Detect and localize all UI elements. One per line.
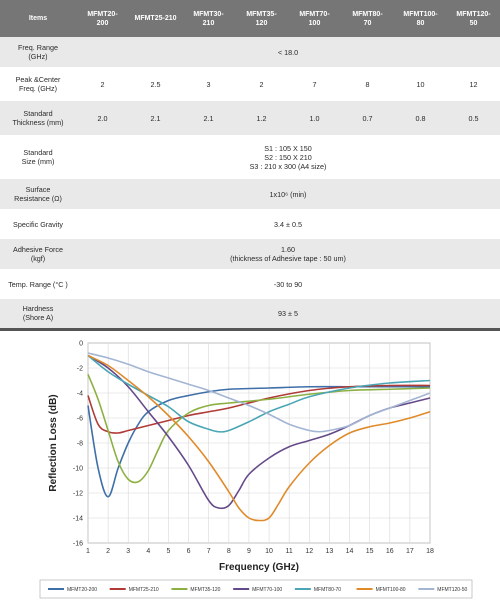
spec-table: Items MFMT20- 200 MFMT25-210 MFMT30- 210… <box>0 0 500 331</box>
legend-label: MFMT70-100 <box>252 587 282 593</box>
table-row-peak-freq: Peak &Center Freq. (GHz) 2 2.5 3 2 7 8 1… <box>0 67 500 101</box>
row-label: Temp. Range (°C ) <box>0 269 76 299</box>
x-tick-label: 7 <box>207 548 211 555</box>
x-tick-label: 15 <box>366 548 374 555</box>
header-mfmt30-210: MFMT30- 210 <box>182 0 235 37</box>
header-mfmt35-120: MFMT35- 120 <box>235 0 288 37</box>
x-tick-label: 3 <box>126 548 130 555</box>
table-cell: 1.0 <box>288 101 341 135</box>
x-tick-label: 4 <box>146 548 150 555</box>
table-cell: 8 <box>341 67 394 101</box>
x-tick-label: 17 <box>406 548 414 555</box>
table-row-adhesive-force: Adhesive Force (kgf) 1.60 (thickness of … <box>0 239 500 269</box>
hardness-value: 93 ± 5 <box>76 299 500 331</box>
temp-range-value: -30 to 90 <box>76 269 500 299</box>
table-cell: 2.5 <box>129 67 182 101</box>
table-cell: 1.2 <box>235 101 288 135</box>
x-tick-label: 1 <box>86 548 90 555</box>
freq-range-value: < 18.0 <box>76 37 500 67</box>
x-tick-label: 10 <box>265 548 273 555</box>
adhesive-force-value: 1.60 (thickness of Adhesive tape : 50 um… <box>76 239 500 269</box>
table-cell: 2.0 <box>76 101 129 135</box>
table-row-specific-gravity: Specific Gravity 3.4 ± 0.5 <box>0 209 500 239</box>
series-line-mfmt25-210 <box>87 384 431 434</box>
x-axis-label: Frequency (GHz) <box>219 562 299 573</box>
y-tick-label: -8 <box>77 441 83 448</box>
table-row-size: Standard Size (mm) S1 : 105 X 150 S2 : 1… <box>0 135 500 179</box>
reflection-loss-chart: 1 2 3 4 5 6 7 8 9 10 11 12 13 14 15 16 17 18 0 -2 -4 -6 -8 -10-… <box>0 331 500 607</box>
table-cell: 2.1 <box>129 101 182 135</box>
x-tick-label: 8 <box>227 548 231 555</box>
series-line-mfmt20-200 <box>87 385 430 498</box>
header-mfmt70-100: MFMT70- 100 <box>288 0 341 37</box>
legend: MFMT20-200 MFMT25-210 MFMT35-120 MFMT70-100… <box>39 579 473 599</box>
header-mfmt20-200: MFMT20- 200 <box>76 0 129 37</box>
header-items: Items <box>0 0 76 37</box>
row-label: Peak &Center Freq. (GHz) <box>0 67 76 101</box>
x-tick-label: 9 <box>247 548 251 555</box>
y-tick-label: 0 <box>79 341 83 348</box>
legend-label: MFMT120-50 <box>437 587 467 593</box>
table-row-surface-resistance: Surface Resistance (Ω) 1x10⁶ (min) <box>0 179 500 209</box>
row-label: Standard Thickness (mm) <box>0 101 76 135</box>
x-tick-label: 18 <box>426 548 434 555</box>
table-cell: 10 <box>394 67 447 101</box>
table-row-freq-range: Freq. Range (GHz) < 18.0 <box>0 37 500 67</box>
legend-label: MFMT20-200 <box>67 587 97 593</box>
series-lines <box>87 352 431 522</box>
x-tick-label: 12 <box>305 548 313 555</box>
row-label: Freq. Range (GHz) <box>0 37 76 67</box>
table-cell: 12 <box>447 67 500 101</box>
x-tick-label: 2 <box>106 548 110 555</box>
row-label: Adhesive Force (kgf) <box>0 239 76 269</box>
y-tick-label: -2 <box>77 366 83 373</box>
table-header-row: Items MFMT20- 200 MFMT25-210 MFMT30- 210… <box>0 0 500 37</box>
series-line-mfmt80-70 <box>87 354 431 433</box>
surface-resistance-value: 1x10⁶ (min) <box>76 179 500 209</box>
table-cell: 3 <box>182 67 235 101</box>
x-tick-label: 14 <box>346 548 354 555</box>
x-tick-label: 11 <box>286 548 293 555</box>
table-cell: 2 <box>235 67 288 101</box>
row-label: Specific Gravity <box>0 209 76 239</box>
legend-box <box>39 579 473 599</box>
table-row-hardness: Hardness (Shore A) 93 ± 5 <box>0 299 500 331</box>
row-label: Standard Size (mm) <box>0 135 76 179</box>
y-tick-label: -10 <box>73 466 83 473</box>
series-line-mfmt120-50 <box>87 352 431 433</box>
row-label: Hardness (Shore A) <box>0 299 76 331</box>
table-row-thickness: Standard Thickness (mm) 2.0 2.1 2.1 1.2 … <box>0 101 500 135</box>
y-tick-label: -4 <box>77 391 83 398</box>
table-cell: 0.7 <box>341 101 394 135</box>
header-mfmt100-80: MFMT100- 80 <box>394 0 447 37</box>
y-axis-label: Reflection Loss (dB) <box>48 394 59 491</box>
row-label: Surface Resistance (Ω) <box>0 179 76 209</box>
y-tick-label: -14 <box>73 516 83 523</box>
header-mfmt25-210: MFMT25-210 <box>129 0 182 37</box>
x-tick-label: 13 <box>326 548 334 555</box>
x-tick-label: 16 <box>386 548 394 555</box>
legend-label: MFMT80-70 <box>314 587 341 593</box>
table-cell: 0.5 <box>447 101 500 135</box>
table-cell: 7 <box>288 67 341 101</box>
legend-label: MFMT35-120 <box>190 587 220 593</box>
header-mfmt80-70: MFMT80- 70 <box>341 0 394 37</box>
specific-gravity-value: 3.4 ± 0.5 <box>76 209 500 239</box>
x-tick-label: 6 <box>187 548 191 555</box>
size-value: S1 : 105 X 150 S2 : 150 X 210 S3 : 210 x… <box>76 135 500 179</box>
y-tick-label: -12 <box>73 491 83 498</box>
series-line-mfmt100-80 <box>87 354 431 522</box>
table-row-temp-range: Temp. Range (°C ) -30 to 90 <box>0 269 500 299</box>
header-mfmt120-50: MFMT120- 50 <box>447 0 500 37</box>
legend-label: MFMT25-210 <box>129 587 159 593</box>
table-cell: 2 <box>76 67 129 101</box>
chart-svg: 1 2 3 4 5 6 7 8 9 10 11 12 13 14 15 16 17 180-2-4-6-8-10-… <box>39 341 473 599</box>
y-tick-label: -6 <box>77 416 83 423</box>
table-cell: 2.1 <box>182 101 235 135</box>
axis-ticks: 1 2 3 4 5 6 7 8 9 10 11 12 13 14 15 16 17 180-2-4-6-8-10-… <box>73 341 434 556</box>
y-tick-label: -16 <box>73 541 83 548</box>
legend-label: MFMT100-80 <box>376 587 406 593</box>
table-cell: 0.8 <box>394 101 447 135</box>
x-tick-label: 5 <box>167 548 171 555</box>
